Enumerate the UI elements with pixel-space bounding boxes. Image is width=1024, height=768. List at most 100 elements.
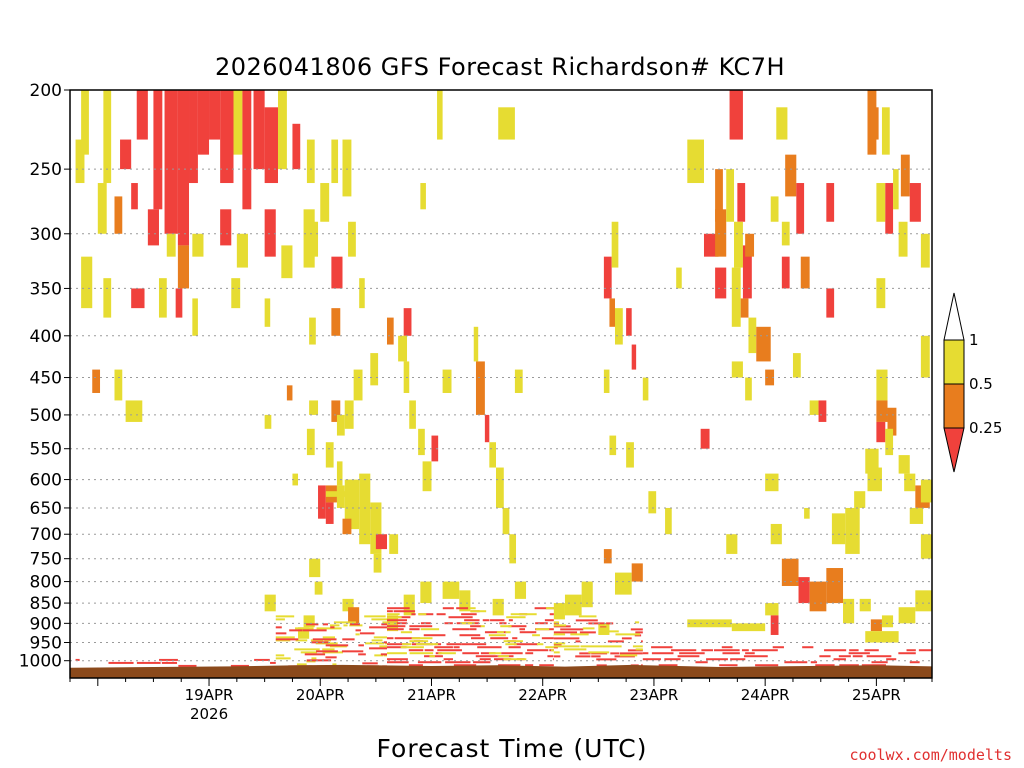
ri-streak: [270, 661, 276, 664]
ri-streak: [578, 615, 597, 618]
ri-cell: [164, 90, 178, 234]
ri-streak: [519, 631, 537, 634]
ri-cell: [826, 568, 844, 604]
ri-streak: [503, 640, 523, 643]
ri-cell: [715, 169, 723, 222]
ri-cell: [220, 90, 234, 184]
ri-cell: [314, 581, 323, 595]
ri-streak: [393, 610, 416, 613]
y-tick-label: 900: [30, 614, 62, 634]
ri-cell: [770, 615, 779, 635]
ri-cell: [233, 90, 243, 155]
ri-streak: [642, 658, 661, 661]
ri-cell: [325, 502, 334, 524]
ri-streak: [343, 624, 348, 627]
ri-streak: [386, 646, 407, 649]
ri-streak: [420, 628, 440, 631]
ri-cell: [765, 603, 779, 616]
ri-cell: [514, 369, 523, 393]
ri-cell: [253, 90, 265, 170]
x-tick-year: 2026: [190, 705, 228, 723]
ri-cell: [726, 534, 738, 554]
ri-streak: [436, 613, 446, 616]
ri-streak: [438, 652, 456, 655]
ri-streak: [342, 638, 355, 641]
y-axis: 200 250 300 350 400 450 500 550 600 650 700 750 8008…: [19, 81, 70, 672]
ri-streak: [386, 610, 393, 613]
ri-streak: [505, 631, 511, 634]
ri-streak: [408, 664, 423, 667]
ri-streak: [75, 658, 80, 661]
ri-cell: [804, 507, 810, 519]
ri-streak: [490, 637, 509, 640]
ri-streak: [553, 631, 578, 634]
ri-streak: [550, 649, 554, 652]
ri-cell: [502, 507, 510, 535]
ri-streak: [621, 637, 632, 640]
ri-streak: [630, 628, 643, 631]
ri-streak: [315, 642, 338, 645]
ri-streak: [755, 664, 779, 667]
ri-streak: [371, 618, 387, 621]
ri-streak: [506, 616, 526, 619]
ri-streak: [606, 622, 614, 625]
ri-streak: [386, 625, 406, 628]
ri-streak: [596, 664, 607, 667]
ri-streak: [784, 661, 808, 664]
ri-streak: [579, 652, 591, 655]
ri-cell: [781, 558, 799, 586]
ri-cell: [514, 581, 527, 599]
ri-streak: [535, 628, 550, 631]
richardson-cells: [75, 90, 932, 643]
ri-streak: [634, 621, 640, 624]
ri-streak: [473, 661, 491, 664]
ri-streak: [479, 658, 491, 661]
ri-streak: [549, 613, 554, 616]
ri-cell: [870, 619, 882, 632]
ri-cell: [859, 598, 871, 612]
ri-streak: [386, 637, 394, 640]
ri-streak: [409, 628, 420, 631]
ri-cell: [175, 288, 183, 318]
ri-streak: [488, 634, 506, 637]
ri-cell: [495, 467, 504, 508]
y-tick-label: 700: [30, 525, 62, 545]
ri-streak: [311, 657, 317, 660]
y-tick-label: 500: [30, 406, 62, 426]
ri-streak: [384, 642, 387, 645]
ri-streak: [498, 655, 509, 658]
ri-streak: [316, 650, 338, 653]
x-tick-label: 19APR: [185, 686, 234, 704]
ri-streak: [459, 634, 481, 637]
ri-streak: [386, 658, 408, 661]
ri-cell: [809, 581, 827, 612]
ri-cell: [748, 317, 757, 354]
ri-streak: [448, 616, 473, 619]
ri-streak: [535, 622, 548, 625]
ri-cell: [843, 598, 855, 624]
ri-streak: [381, 623, 387, 626]
ri-streak: [332, 663, 337, 666]
ri-cell: [153, 90, 163, 210]
ri-cell: [887, 407, 897, 436]
ri-cell: [745, 233, 755, 257]
ri-streak: [906, 649, 916, 652]
ri-streak: [350, 623, 360, 626]
ri-cell: [303, 615, 315, 628]
ri-cell: [876, 421, 886, 443]
ri-streak: [254, 658, 270, 661]
ri-streak: [642, 652, 649, 655]
ri-cell: [798, 577, 810, 604]
x-tick-label: 20APR: [296, 686, 345, 704]
ri-cell: [615, 572, 632, 595]
ri-cell: [236, 233, 248, 268]
ri-cell: [459, 590, 471, 612]
ri-streak: [325, 644, 349, 647]
ri-cell: [484, 414, 490, 443]
ri-cell: [609, 435, 617, 456]
ri-cell: [277, 90, 287, 170]
ri-cell: [220, 209, 232, 246]
ri-streak: [490, 619, 505, 622]
ri-streak: [815, 664, 835, 667]
ri-cell: [403, 308, 412, 336]
